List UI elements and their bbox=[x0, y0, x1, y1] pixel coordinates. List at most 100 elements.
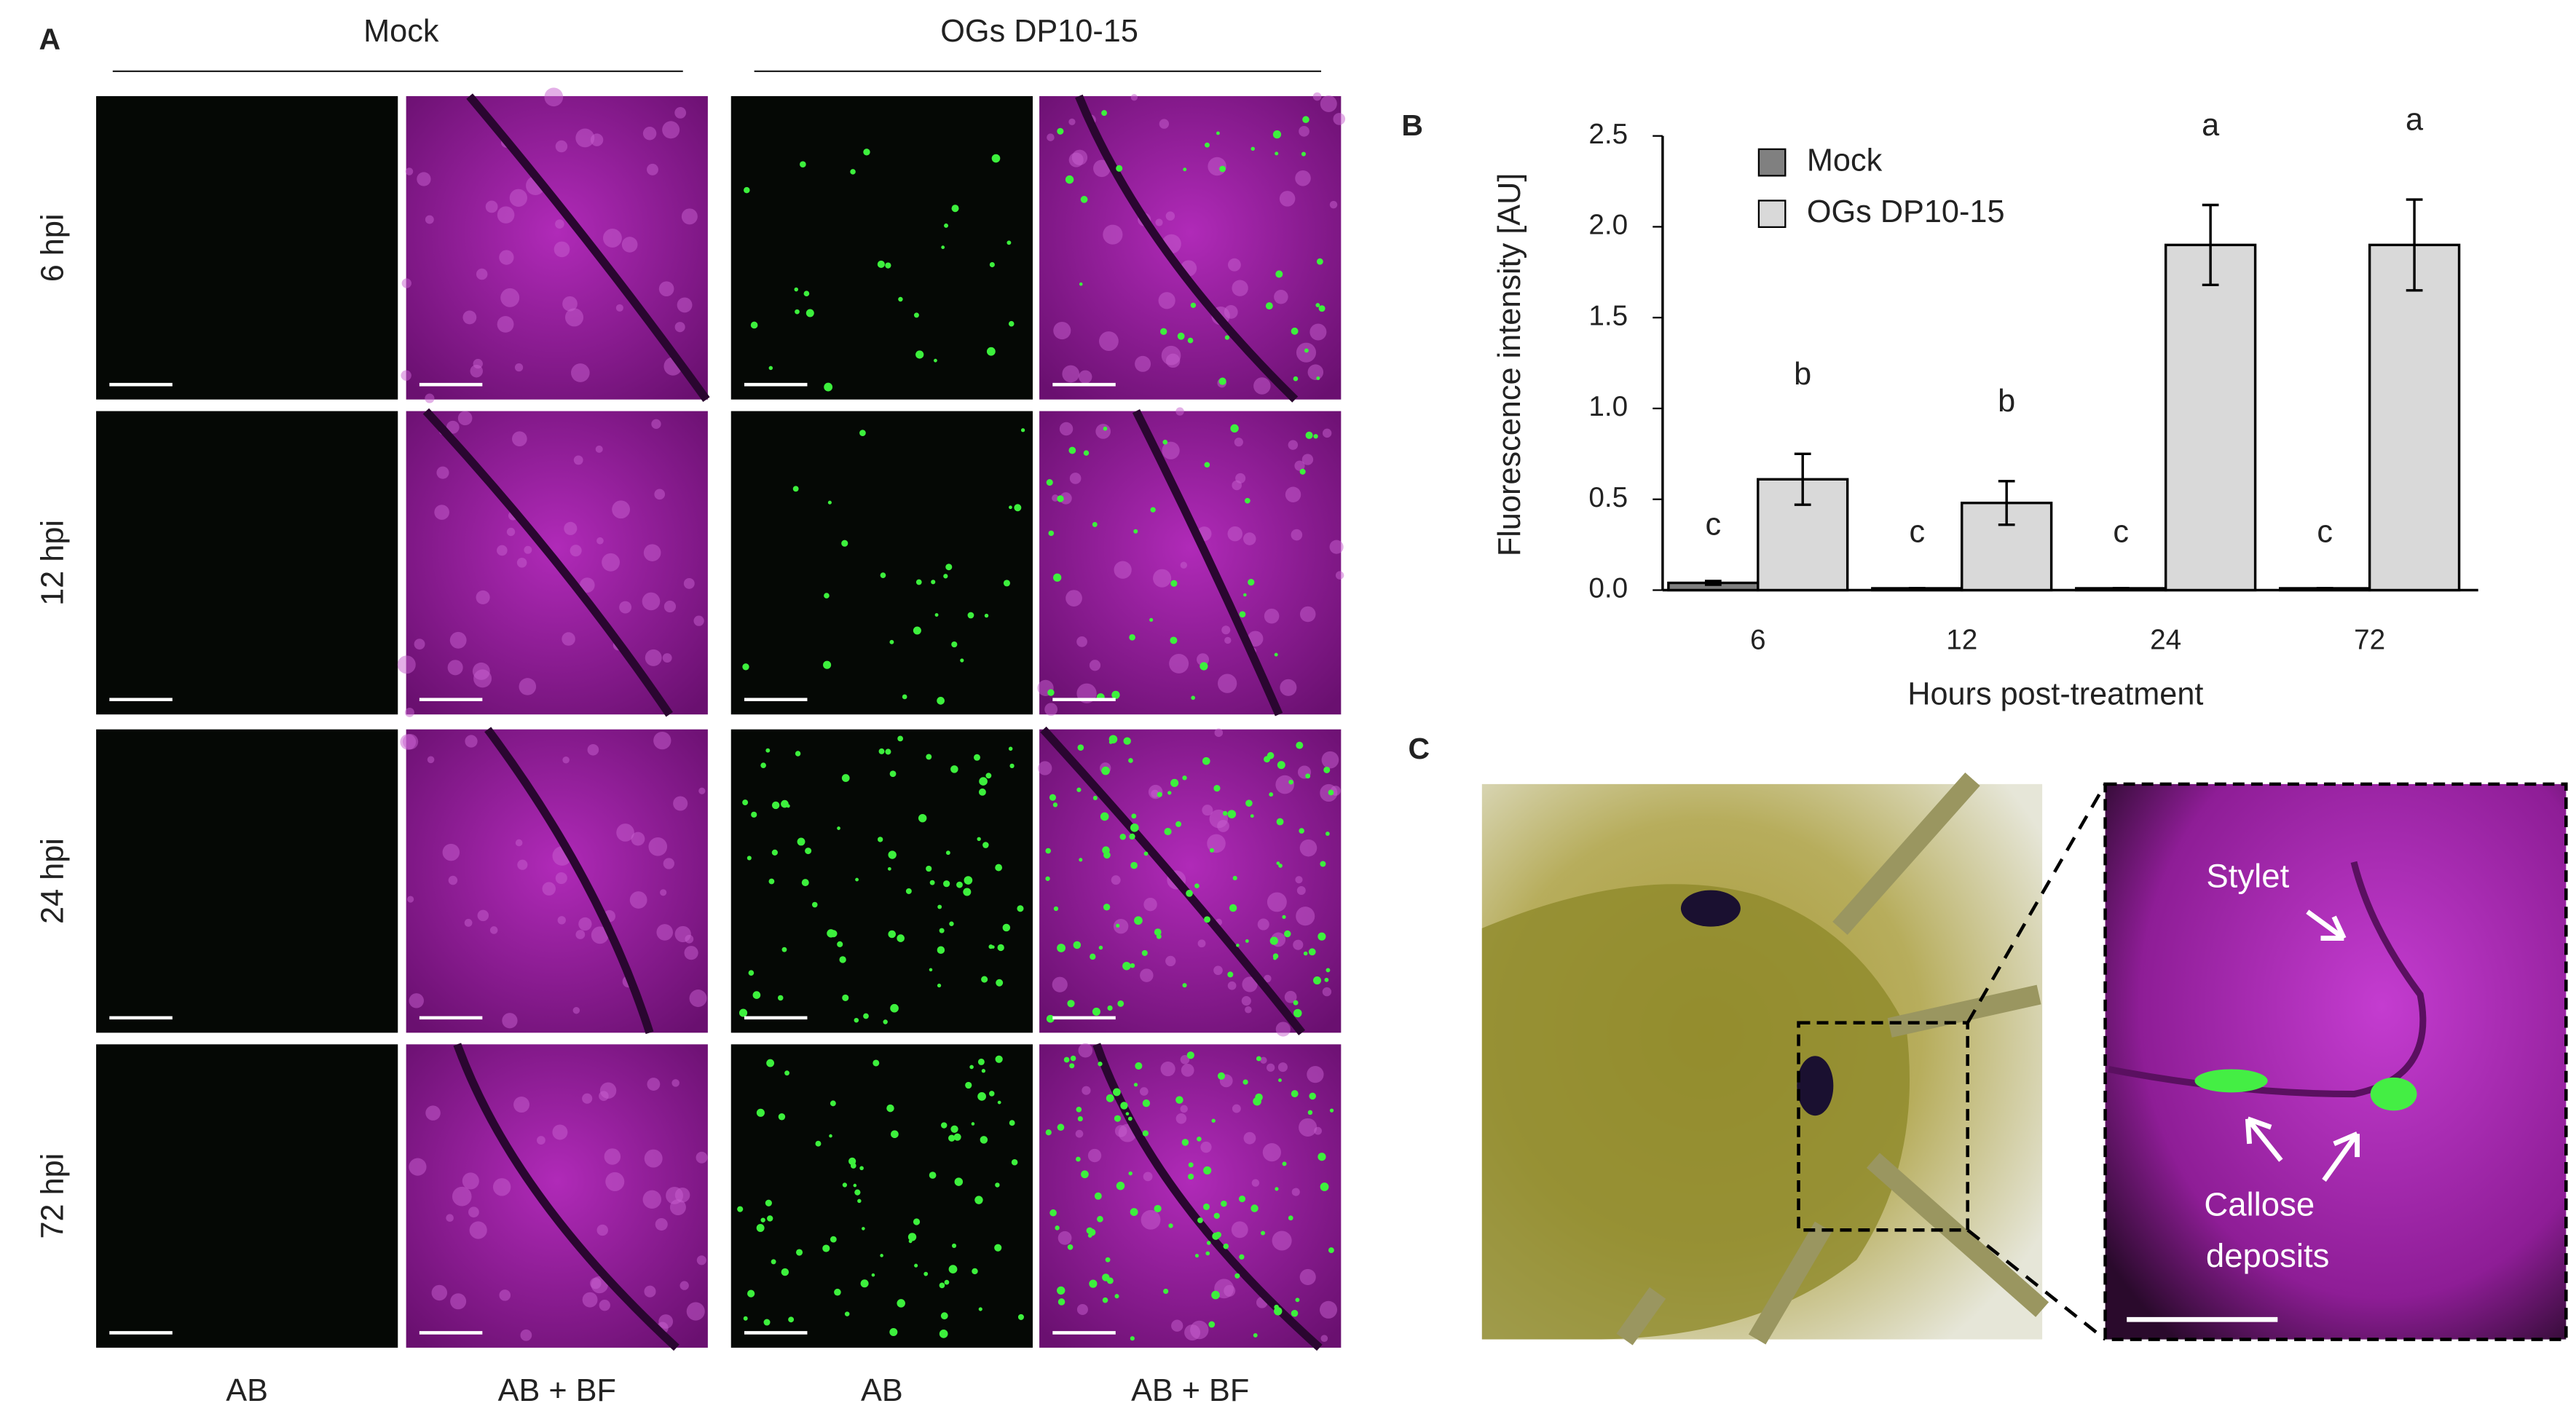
callose-spot bbox=[977, 1091, 986, 1101]
cell-texture bbox=[582, 1292, 598, 1308]
callose-spot bbox=[1128, 1171, 1133, 1176]
cell-texture bbox=[450, 1293, 467, 1310]
callose-spot bbox=[781, 947, 787, 952]
cell-texture bbox=[431, 1284, 448, 1301]
callose-spot bbox=[889, 1328, 898, 1337]
callose-spot bbox=[977, 1058, 985, 1065]
callose-spot bbox=[1236, 944, 1240, 947]
column-label: AB bbox=[861, 1373, 903, 1408]
callose-spot bbox=[948, 1134, 956, 1142]
callose-spot bbox=[902, 694, 907, 700]
callose-spot bbox=[1170, 778, 1179, 787]
cell-texture bbox=[1267, 892, 1287, 912]
cell-texture bbox=[591, 926, 609, 944]
callose-spot bbox=[883, 1019, 888, 1024]
zoom-line bbox=[1966, 783, 2107, 1024]
callose-spot bbox=[1272, 130, 1282, 139]
cell-texture bbox=[1062, 365, 1080, 383]
cell-texture bbox=[1052, 976, 1068, 992]
cell-texture bbox=[1329, 540, 1344, 554]
callose-spot bbox=[1250, 1204, 1259, 1212]
cell-texture bbox=[1180, 561, 1187, 569]
callose-spot bbox=[964, 876, 973, 885]
cell-texture bbox=[1257, 918, 1269, 931]
significance-letter: c bbox=[2317, 514, 2333, 549]
cell-texture bbox=[499, 250, 514, 265]
micrograph bbox=[96, 411, 398, 715]
y-tick-label: 0.0 bbox=[1588, 573, 1628, 604]
callose-spot bbox=[1057, 495, 1064, 502]
callose-spot bbox=[760, 762, 766, 768]
callose-spot bbox=[1307, 1110, 1313, 1115]
callose-spot bbox=[1175, 821, 1182, 827]
cell-texture bbox=[1245, 1006, 1252, 1014]
cell-texture bbox=[674, 1187, 690, 1203]
cell-texture bbox=[448, 875, 458, 885]
callose-spot bbox=[795, 1249, 803, 1256]
bar bbox=[2164, 243, 2257, 592]
callose-spot bbox=[1080, 196, 1088, 203]
leaf-vein bbox=[422, 408, 673, 717]
cell-texture bbox=[1291, 1188, 1300, 1196]
callose-spot bbox=[877, 837, 883, 842]
callose-spot bbox=[951, 641, 958, 648]
callose-spot bbox=[967, 612, 974, 619]
column-label: AB bbox=[226, 1373, 268, 1408]
callose-spot bbox=[1130, 963, 1135, 968]
leaf-vein bbox=[484, 727, 654, 1035]
callose-spot bbox=[1293, 376, 1299, 382]
callose-spot bbox=[1323, 766, 1331, 773]
cell-texture bbox=[647, 1078, 661, 1091]
callose-spot bbox=[934, 613, 939, 617]
callose-spot bbox=[795, 309, 800, 315]
callose-spot bbox=[738, 1008, 748, 1017]
cell-texture bbox=[684, 946, 698, 960]
cell-texture bbox=[1299, 1268, 1316, 1286]
callose-spot bbox=[1317, 1153, 1326, 1161]
callose-spot bbox=[841, 774, 850, 782]
callose-spot bbox=[940, 1122, 948, 1129]
cell-texture bbox=[685, 934, 694, 944]
callose-spot bbox=[1204, 462, 1210, 468]
cell-texture bbox=[401, 370, 411, 381]
callose-spot bbox=[830, 1236, 837, 1243]
legend-swatch bbox=[1757, 148, 1787, 177]
callose-spot bbox=[815, 1140, 822, 1147]
cell-texture bbox=[1075, 1129, 1084, 1138]
cell-texture bbox=[1320, 95, 1337, 113]
callose-spot bbox=[1284, 930, 1291, 938]
callose-spot bbox=[768, 366, 773, 371]
cell-texture bbox=[1234, 438, 1243, 447]
callose-spot bbox=[1216, 131, 1220, 135]
zoom-box bbox=[1797, 1021, 1969, 1232]
callose-spot bbox=[995, 1055, 1003, 1063]
micrograph bbox=[1039, 1044, 1342, 1348]
callose-spot bbox=[1045, 1129, 1052, 1136]
callose-spot bbox=[1094, 1192, 1102, 1200]
callose-spot bbox=[929, 1172, 937, 1179]
callose-spot bbox=[842, 1182, 848, 1188]
callose-spot bbox=[1089, 1279, 1098, 1288]
callose-spot bbox=[1106, 1094, 1114, 1102]
cell-texture bbox=[582, 1093, 593, 1104]
row-label: 24 hpi bbox=[36, 838, 71, 924]
group-label: OGs DP10-15 bbox=[940, 14, 1138, 49]
callose-spot bbox=[1097, 1215, 1103, 1223]
panel-label: C bbox=[1409, 732, 1430, 765]
arrow bbox=[2322, 1131, 2360, 1182]
callose-spot bbox=[1253, 1097, 1261, 1106]
callose-spot bbox=[837, 941, 843, 947]
cell-texture bbox=[680, 1281, 689, 1290]
callose-spot bbox=[914, 1263, 918, 1268]
callose-spot bbox=[1131, 813, 1137, 819]
cell-texture bbox=[663, 600, 677, 613]
callose-spot bbox=[885, 262, 891, 269]
error-bar bbox=[2406, 198, 2423, 292]
callose-spot bbox=[965, 1081, 972, 1089]
callose-spot bbox=[850, 1163, 856, 1169]
callose-spot bbox=[1230, 424, 1239, 433]
callose-spot bbox=[1275, 151, 1279, 156]
cell-texture bbox=[647, 163, 658, 175]
cell-texture bbox=[1076, 1303, 1088, 1316]
cell-texture bbox=[1197, 939, 1206, 948]
